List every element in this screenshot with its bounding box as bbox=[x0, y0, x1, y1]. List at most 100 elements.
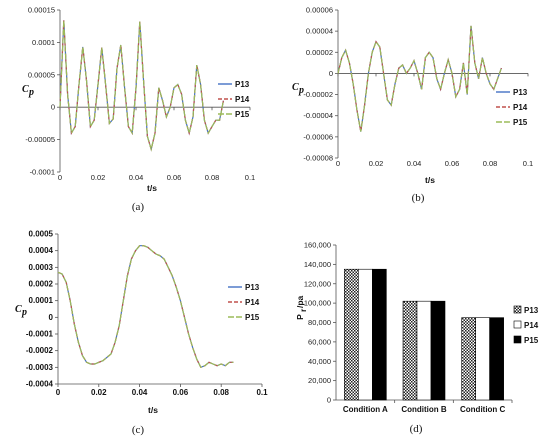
bar-p15-0 bbox=[372, 268, 387, 401]
series-line-p14 bbox=[57, 245, 234, 369]
x-tick-label: 0.04 bbox=[407, 159, 422, 168]
x-tick-label: 0.06 bbox=[167, 173, 182, 182]
y-tick-label: 0.00005 bbox=[28, 70, 55, 79]
category-label: Condition B bbox=[401, 405, 447, 414]
y-tick-label: 60,000 bbox=[308, 337, 331, 346]
bar-p15-2 bbox=[489, 317, 504, 401]
y-tick-label: 160,000 bbox=[304, 241, 331, 250]
legend-label-p14: P14 bbox=[245, 298, 260, 307]
panel-caption: (d) bbox=[410, 423, 423, 435]
bar-p13-2 bbox=[461, 317, 476, 401]
legend-label-p13: P13 bbox=[513, 88, 528, 97]
x-tick-label: 0 bbox=[56, 388, 61, 397]
series-line-p13 bbox=[59, 20, 224, 152]
series-line-p15 bbox=[59, 20, 224, 152]
chart-panel-a: -0.0001 -0.00005 0 0.00005 0.0001 0.00015 0 0.0… bbox=[22, 6, 255, 214]
y-axis-label-subscript: p bbox=[28, 87, 34, 98]
x-tick-label: 0.08 bbox=[483, 159, 498, 168]
category-label: Condition C bbox=[460, 405, 506, 414]
x-tick-label: 0.06 bbox=[445, 159, 460, 168]
category-label: Condition A bbox=[343, 405, 388, 414]
x-tick-label: 0 bbox=[58, 173, 62, 182]
legend-label-p14: P14 bbox=[235, 95, 250, 104]
legend-swatch-p14 bbox=[513, 320, 522, 329]
chart-panel-b: -0.00008 -0.00006 -0.00004 -0.00002 0 0.00002… bbox=[292, 6, 533, 205]
bar-p13-0 bbox=[344, 268, 359, 401]
y-tick-label: 0.0001 bbox=[32, 38, 55, 47]
y-tick-label: 0.00004 bbox=[306, 27, 333, 36]
bar-p13-1 bbox=[402, 300, 418, 401]
y-tick-label: 0 bbox=[327, 396, 331, 405]
bar-p15-1 bbox=[430, 300, 446, 401]
legend-swatch-p13 bbox=[513, 305, 522, 314]
legend-swatch-p15 bbox=[513, 335, 522, 344]
series-line-p15 bbox=[57, 245, 234, 369]
y-axis-label: Pr/pa bbox=[295, 295, 308, 319]
legend-label-p15: P15 bbox=[245, 313, 260, 322]
y-axis-label: C bbox=[15, 304, 22, 315]
y-tick-label: -0.00005 bbox=[25, 135, 55, 144]
x-tick-label: 0.02 bbox=[369, 159, 384, 168]
y-tick-label: 0 bbox=[51, 103, 55, 112]
y-tick-label: 0.00015 bbox=[28, 6, 55, 15]
y-tick-label: 0.0003 bbox=[29, 263, 54, 272]
y-axis-label-subscript: r bbox=[298, 308, 308, 312]
x-tick-label: 0.1 bbox=[256, 388, 268, 397]
x-axis-label: t/s bbox=[147, 183, 157, 193]
y-tick-label: 0 bbox=[49, 313, 54, 322]
x-tick-label: 0.1 bbox=[245, 173, 255, 182]
legend-label-p13: P13 bbox=[235, 80, 250, 89]
panel-caption: (c) bbox=[132, 424, 145, 436]
chart-panel-d: 0 20,000 40,000 60,000 80,000 100,000 120,000 1… bbox=[295, 241, 539, 436]
y-axis-label: C bbox=[22, 84, 29, 95]
series-line-p15 bbox=[337, 25, 502, 132]
y-tick-label: 0.00006 bbox=[306, 6, 333, 15]
x-tick-label: 0.04 bbox=[132, 388, 148, 397]
y-tick-label: -0.0001 bbox=[26, 330, 54, 339]
x-tick-label: 0.08 bbox=[205, 173, 220, 182]
y-tick-label: 0 bbox=[329, 69, 333, 78]
x-tick-label: 0.1 bbox=[523, 159, 533, 168]
y-tick-label: -0.00004 bbox=[303, 111, 333, 120]
bar-p14-2 bbox=[475, 317, 490, 401]
x-axis-label: t/s bbox=[425, 175, 435, 185]
x-tick-label: 0.02 bbox=[91, 173, 106, 182]
series-line-p13 bbox=[57, 245, 234, 369]
x-tick-label: 0.06 bbox=[173, 388, 189, 397]
y-tick-label: 0.00002 bbox=[306, 48, 333, 57]
x-tick-label: 0.08 bbox=[213, 388, 229, 397]
y-axis-label-subscript: p bbox=[298, 85, 304, 96]
x-axis-label: t/s bbox=[148, 405, 158, 415]
y-tick-label: 0.0001 bbox=[29, 296, 54, 305]
bar-p14-1 bbox=[416, 300, 432, 401]
y-tick-label: 120,000 bbox=[304, 279, 331, 288]
panel-caption: (a) bbox=[132, 201, 145, 213]
x-tick-label: 0.02 bbox=[91, 388, 107, 397]
y-tick-label: 100,000 bbox=[304, 299, 331, 308]
y-tick-label: -0.0002 bbox=[26, 346, 54, 355]
legend-label-p15: P15 bbox=[524, 336, 539, 345]
legend-label-p14: P14 bbox=[524, 321, 539, 330]
y-tick-label: 40,000 bbox=[308, 357, 331, 366]
y-tick-label: 0.0004 bbox=[29, 246, 54, 255]
y-tick-label: 80,000 bbox=[308, 318, 331, 327]
legend-label-p13: P13 bbox=[245, 283, 260, 292]
y-tick-label: -0.00002 bbox=[303, 90, 333, 99]
y-tick-label: 0.0005 bbox=[29, 230, 54, 239]
y-axis-label-subscript: p bbox=[21, 307, 27, 318]
y-tick-label: -0.0001 bbox=[30, 168, 55, 177]
y-axis-label-unit: /pa bbox=[295, 295, 305, 308]
y-tick-label: 20,000 bbox=[308, 376, 331, 385]
y-axis-label: C bbox=[292, 82, 299, 93]
series-line-p14 bbox=[59, 20, 224, 152]
x-tick-label: 0.04 bbox=[129, 173, 144, 182]
panel-caption: (b) bbox=[412, 192, 425, 204]
bar-p14-0 bbox=[358, 268, 373, 401]
y-tick-label: -0.0004 bbox=[26, 380, 54, 389]
y-tick-label: 0.0002 bbox=[29, 280, 54, 289]
y-tick-label: -0.00006 bbox=[303, 132, 333, 141]
y-tick-label: -0.00008 bbox=[303, 154, 333, 163]
legend-label-p13: P13 bbox=[524, 306, 539, 315]
x-tick-label: 0 bbox=[336, 159, 340, 168]
